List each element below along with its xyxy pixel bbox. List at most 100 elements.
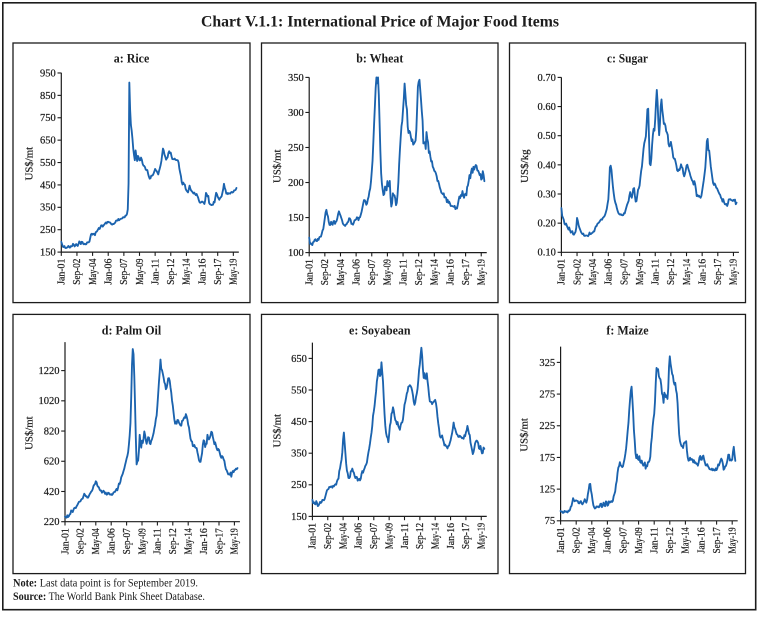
svg-text:Sep-17: Sep-17 (214, 528, 225, 554)
svg-text:May-14: May-14 (681, 527, 692, 554)
svg-text:c: Sugar: c: Sugar (607, 51, 648, 66)
svg-text:May-19: May-19 (230, 528, 241, 554)
svg-text:May-09: May-09 (384, 523, 395, 549)
svg-text:a: Rice: a: Rice (114, 51, 150, 66)
svg-text:820: 820 (44, 426, 60, 437)
svg-text:May-14: May-14 (182, 258, 193, 285)
svg-text:Sep-07: Sep-07 (619, 259, 630, 285)
svg-text:f: Maize: f: Maize (606, 322, 648, 337)
svg-text:620: 620 (44, 457, 60, 468)
svg-text:Jan-11: Jan-11 (651, 259, 662, 285)
svg-text:100: 100 (288, 248, 304, 259)
svg-text:650: 650 (40, 136, 56, 147)
svg-text:150: 150 (291, 512, 307, 523)
svg-text:Sep-12: Sep-12 (166, 259, 177, 285)
svg-text:Sep-12: Sep-12 (168, 528, 179, 554)
svg-text:Jan-11: Jan-11 (153, 528, 164, 554)
svg-text:Sep-02: Sep-02 (320, 259, 331, 285)
svg-text:Jan-06: Jan-06 (104, 259, 115, 285)
svg-text:950: 950 (40, 68, 56, 79)
svg-text:75: 75 (545, 516, 556, 527)
svg-text:Jan-01: Jan-01 (57, 259, 68, 285)
svg-text:0.40: 0.40 (538, 160, 556, 171)
svg-text:May-09: May-09 (635, 259, 646, 285)
svg-text:b: Wheat: b: Wheat (356, 51, 404, 66)
svg-text:Jan-01: Jan-01 (60, 528, 71, 554)
svg-text:Jan-16: Jan-16 (696, 527, 707, 553)
svg-text:350: 350 (288, 73, 304, 84)
svg-text:Jan-16: Jan-16 (697, 259, 708, 285)
svg-text:300: 300 (288, 108, 304, 119)
svg-text:May-04: May-04 (588, 258, 599, 285)
svg-text:May-19: May-19 (728, 527, 739, 553)
svg-text:May-04: May-04 (587, 527, 598, 554)
svg-text:250: 250 (288, 143, 304, 154)
svg-text:US$/mt: US$/mt (25, 147, 36, 181)
svg-text:May-19: May-19 (477, 523, 488, 549)
svg-text:May-19: May-19 (229, 259, 240, 285)
svg-text:Chart V.1.1: International Pri: Chart V.1.1: International Price of Majo… (201, 14, 559, 31)
svg-text:175: 175 (539, 453, 555, 464)
svg-text:May-14: May-14 (431, 522, 442, 549)
svg-text:Sep-07: Sep-07 (369, 523, 380, 549)
svg-text:Jan-11: Jan-11 (400, 523, 411, 549)
svg-text:May-14: May-14 (430, 259, 441, 286)
svg-text:May-04: May-04 (88, 258, 99, 285)
svg-text:200: 200 (288, 178, 304, 189)
svg-text:US$/kg: US$/kg (520, 149, 531, 183)
svg-text:Sep-12: Sep-12 (415, 523, 426, 549)
svg-text:Jan-06: Jan-06 (604, 259, 615, 285)
svg-text:Sep-12: Sep-12 (666, 259, 677, 285)
svg-text:May-14: May-14 (184, 528, 195, 555)
svg-text:US$/mt: US$/mt (520, 418, 531, 452)
svg-text:Jan-11: Jan-11 (650, 527, 661, 553)
svg-text:350: 350 (40, 203, 56, 214)
svg-text:Sep-02: Sep-02 (572, 527, 583, 553)
svg-text:May-19: May-19 (477, 259, 488, 285)
svg-text:Jan-06: Jan-06 (107, 528, 118, 554)
svg-text:150: 150 (288, 213, 304, 224)
svg-text:420: 420 (44, 487, 60, 498)
svg-text:Jan-01: Jan-01 (305, 259, 316, 285)
svg-text:May-09: May-09 (634, 527, 645, 553)
svg-text:Sep-02: Sep-02 (572, 259, 583, 285)
svg-text:Sep-17: Sep-17 (461, 523, 472, 549)
svg-text:May-09: May-09 (137, 528, 148, 554)
svg-text:Jan-11: Jan-11 (398, 259, 409, 285)
svg-text:May-04: May-04 (91, 528, 102, 555)
svg-text:May-19: May-19 (729, 259, 740, 285)
svg-text:Jan-11: Jan-11 (150, 259, 161, 285)
svg-text:Sep-17: Sep-17 (712, 527, 723, 553)
svg-text:0.30: 0.30 (538, 189, 556, 200)
svg-text:Sep-07: Sep-07 (119, 259, 130, 285)
svg-text:0.60: 0.60 (538, 102, 556, 113)
svg-text:Jan-06: Jan-06 (354, 523, 365, 549)
svg-text:Sep-02: Sep-02 (72, 259, 83, 285)
svg-text:Jan-06: Jan-06 (351, 259, 362, 285)
svg-text:750: 750 (40, 113, 56, 124)
svg-text:450: 450 (40, 180, 56, 191)
svg-text:Sep-02: Sep-02 (323, 523, 334, 549)
svg-text:Sep-17: Sep-17 (461, 259, 472, 285)
svg-text:250: 250 (291, 480, 307, 491)
svg-text:Source: The World Bank Pink Sh: Source: The World Bank Pink Sheet Databa… (13, 591, 205, 603)
svg-text:450: 450 (291, 417, 307, 428)
svg-text:Jan-16: Jan-16 (199, 528, 210, 554)
svg-text:0.20: 0.20 (538, 219, 556, 230)
svg-text:d: Palm Oil: d: Palm Oil (102, 322, 162, 337)
svg-text:250: 250 (40, 225, 56, 236)
svg-text:Sep-12: Sep-12 (665, 527, 676, 553)
svg-text:850: 850 (40, 91, 56, 102)
svg-text:May-09: May-09 (383, 259, 394, 285)
svg-text:Jan-16: Jan-16 (446, 523, 457, 549)
svg-text:Note: Last data point is for S: Note: Last data point is for September 2… (13, 577, 198, 589)
svg-text:Jan-01: Jan-01 (557, 259, 568, 285)
svg-text:0.50: 0.50 (538, 131, 556, 142)
svg-text:220: 220 (44, 517, 60, 528)
svg-text:US$/mt: US$/mt (25, 416, 36, 450)
svg-text:Jan-01: Jan-01 (556, 527, 567, 553)
svg-text:1020: 1020 (39, 396, 60, 407)
svg-text:Sep-02: Sep-02 (76, 528, 87, 554)
svg-text:Jan-06: Jan-06 (603, 527, 614, 553)
svg-text:325: 325 (539, 358, 555, 369)
